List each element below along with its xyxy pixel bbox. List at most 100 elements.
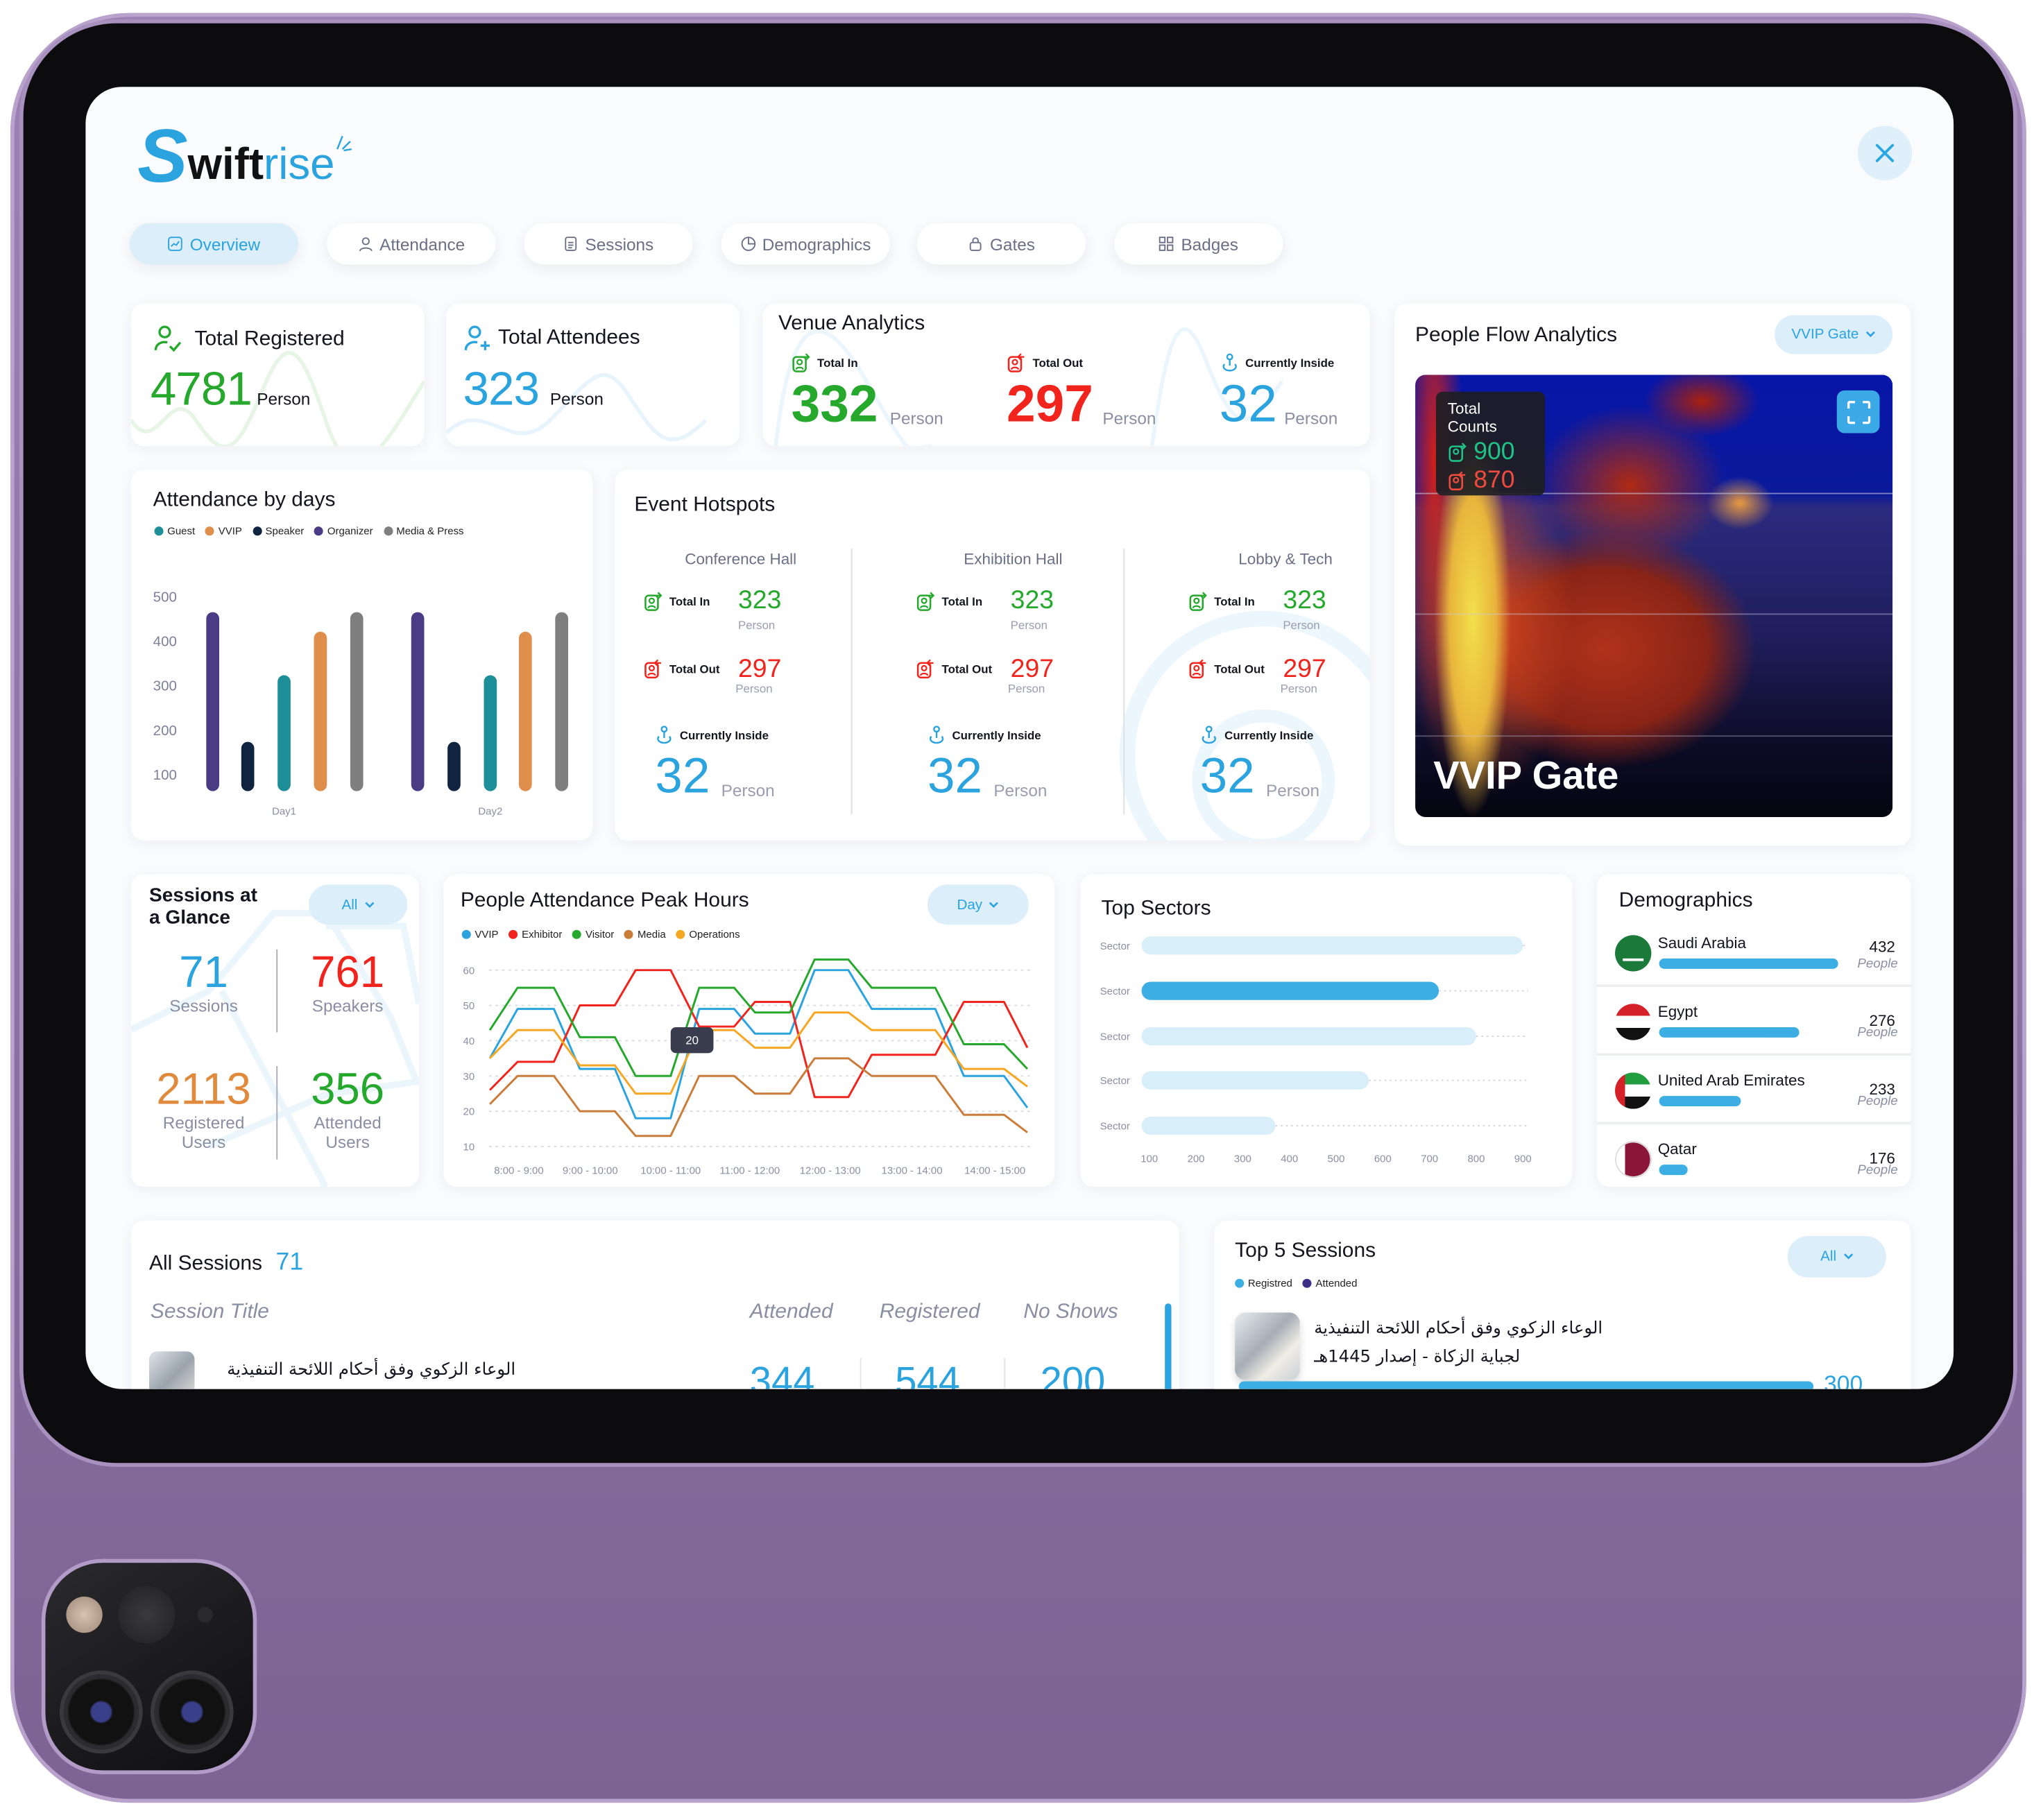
x-tick-label: 14:00 - 15:00: [964, 1165, 1025, 1176]
bar-media-press: [555, 612, 569, 791]
wave-decoration: [446, 372, 708, 442]
sessions-filter-dropdown[interactable]: All: [309, 884, 408, 925]
session-title-line: الوعاء الزكوي وفق أحكام اللائحة التنفيذي…: [1314, 1319, 1603, 1339]
speakers-stat: 761 Speakers: [311, 947, 385, 1016]
y-tick-label: 30: [463, 1071, 475, 1083]
card-title: Event Hotspots: [634, 494, 776, 517]
x-tick-label: Day1: [272, 805, 296, 817]
line-visitor: [488, 958, 1029, 1077]
sector-label: Sector: [1100, 1075, 1130, 1087]
total-out-label: Total Out: [916, 659, 992, 680]
tab-badges[interactable]: Badges: [1114, 223, 1283, 265]
total-in-label: Total In: [792, 353, 858, 374]
total-out-label: Total Out: [1007, 353, 1083, 374]
x-tick-label: 100: [1140, 1153, 1158, 1165]
period-dropdown[interactable]: Day: [927, 884, 1029, 925]
tab-attendance[interactable]: Attendance: [327, 223, 496, 265]
location-pin-icon: [929, 726, 944, 744]
egypt-flag-icon: [1615, 1004, 1652, 1040]
location-pin-icon: [657, 726, 672, 744]
sector-label: Sector: [1100, 1121, 1130, 1133]
chart-legend: VVIP Exhibitor Visitor Media Operations: [461, 929, 740, 941]
total-out-label: Total Out: [1188, 659, 1265, 680]
dashboard-screen: S wift rise Overview Attendance Sessions…: [85, 87, 1954, 1389]
table-row[interactable]: الوعاء الزكوي وفق أحكام اللائحة التنفيذي…: [131, 1345, 1156, 1389]
unit-label: Person: [257, 388, 311, 409]
top5-filter-dropdown[interactable]: All: [1787, 1236, 1886, 1278]
count-out-value: 870: [1473, 467, 1515, 495]
chevron-down-icon: [1843, 1253, 1853, 1260]
heatmap-image: Total Counts 900 870 VVIP Gate: [1415, 375, 1893, 818]
x-tick-label: 400: [1281, 1153, 1298, 1165]
total-out-value: 297: [1283, 655, 1326, 684]
legend-guest: Guest: [154, 525, 195, 537]
bar-speaker: [447, 741, 461, 791]
camera-lens-icon: [63, 1674, 139, 1750]
zone-name: Exhibition Hall: [964, 549, 1063, 569]
tab-demographics[interactable]: Demographics: [721, 223, 890, 265]
sector-bar[interactable]: [1141, 1071, 1369, 1090]
hotspot-zone: Exhibition Hall Total In 323 Person Tota…: [887, 470, 1139, 841]
total-in-label: Total In: [1188, 592, 1255, 612]
user-plus-icon: [464, 325, 490, 351]
unit-label: Person: [1102, 409, 1156, 429]
scrollbar[interactable]: [1165, 1303, 1172, 1389]
total-counts-box: Total Counts 900 870: [1435, 391, 1546, 496]
chart-legend: Registred Attended: [1235, 1278, 1357, 1289]
person-out-icon: [1189, 659, 1206, 679]
tab-gates[interactable]: Gates: [917, 223, 1086, 265]
person-in-icon: [792, 353, 810, 372]
bar-media-press: [350, 612, 364, 791]
sector-bar[interactable]: [1141, 1116, 1276, 1135]
country-bar: [1659, 1096, 1742, 1107]
zone-name: Conference Hall: [685, 549, 797, 569]
grid-icon: [1159, 237, 1174, 251]
currently-inside-label: Currently Inside: [1220, 353, 1334, 374]
fullscreen-button[interactable]: [1836, 390, 1880, 433]
card-title: Top 5 Sessions: [1235, 1239, 1376, 1262]
chart-tooltip: 20: [670, 1027, 714, 1054]
sector-bar[interactable]: [1141, 936, 1523, 955]
registered-users-stat: 2113 Registered Users: [156, 1065, 251, 1152]
person-out-icon: [644, 659, 661, 679]
session-title: الوعاء الزكوي وفق أحكام اللائحة التنفيذي…: [227, 1360, 516, 1380]
y-tick-label: 100: [153, 767, 177, 783]
tab-sessions[interactable]: Sessions: [524, 223, 693, 265]
card-title: Total Registered: [194, 328, 345, 350]
attended-users-stat: 356 Attended Users: [311, 1065, 385, 1152]
qatar-flag-icon: [1615, 1141, 1652, 1178]
venue-analytics-card: Venue Analytics Total In 332 Person Tota…: [762, 303, 1370, 447]
user-icon: [359, 237, 372, 252]
bar-organizer: [411, 612, 425, 791]
top-sectors-bar-chart: Sector Sector Sector Sector Sector 100 200 300 4…: [1100, 936, 1532, 1165]
close-button[interactable]: [1857, 126, 1913, 180]
person-out-icon: [1007, 353, 1025, 372]
x-tick-label: 800: [1467, 1153, 1485, 1165]
hotspot-zone: Lobby & Tech Total In 323 Person Total O…: [1160, 470, 1370, 841]
chart-title: Top Sectors: [1101, 897, 1211, 920]
uae-flag-icon: [1615, 1072, 1652, 1109]
sector-label: Sector: [1100, 941, 1130, 952]
sector-bar[interactable]: [1141, 1027, 1476, 1046]
map-decoration: [130, 909, 419, 1187]
currently-inside-label: Currently Inside: [926, 725, 1041, 746]
country-bar: [1659, 1027, 1799, 1038]
gate-selector[interactable]: VVIP Gate: [1775, 315, 1893, 354]
total-in-value: 323: [1010, 586, 1054, 615]
sector-bar[interactable]: [1141, 981, 1439, 1000]
swiftrise-logo: S wift rise: [137, 118, 352, 194]
y-tick-label: 10: [463, 1142, 475, 1153]
zone-line: [1415, 735, 1893, 737]
tab-overview[interactable]: Overview: [129, 223, 299, 265]
country-row: Saudi Arabia 432 People: [1596, 920, 1911, 987]
x-tick-label: 9:00 - 10:00: [563, 1165, 618, 1176]
y-tick-label: 200: [153, 723, 177, 739]
person-in-icon: [1448, 443, 1467, 462]
line-media: [489, 1057, 1028, 1138]
registered-bar: [1238, 1381, 1814, 1389]
legend-visitor: Visitor: [572, 929, 614, 941]
chevron-down-icon: [1865, 331, 1875, 338]
legend-registred: Registred: [1235, 1278, 1292, 1289]
location-pin-icon: [1202, 726, 1216, 744]
camera-lens-icon: [154, 1674, 230, 1750]
